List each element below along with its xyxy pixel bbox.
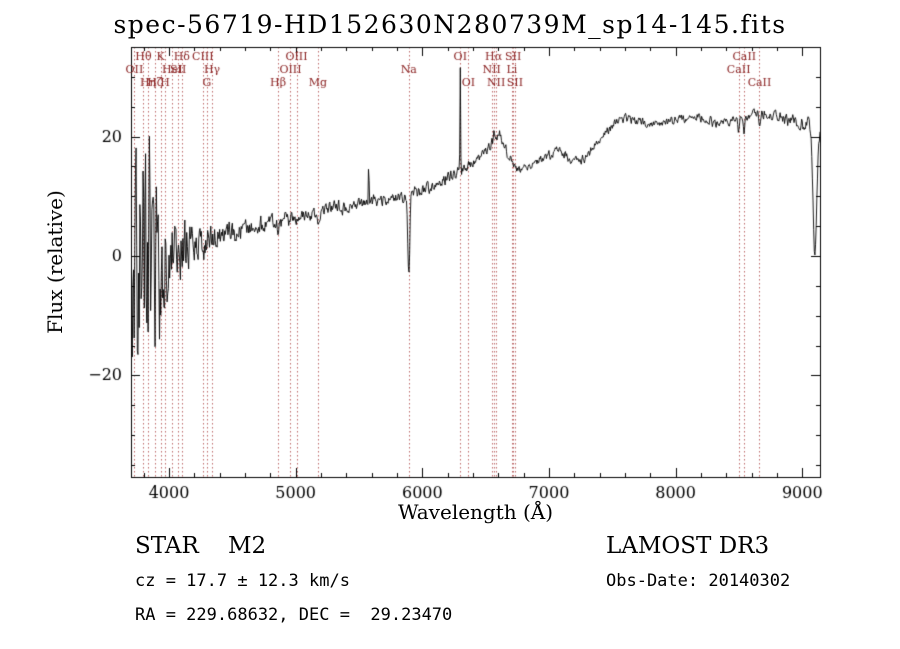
y-axis-label: Flux (relative): [43, 190, 67, 334]
x-axis-label: Wavelength (Å): [397, 500, 554, 524]
plot-title: spec-56719-HD152630N280739M_sp14-145.fit…: [113, 10, 787, 39]
obs-date-text: Obs-Date: 20140302: [606, 571, 791, 591]
coordinates-text: RA = 229.68632, DEC = 29.23470: [135, 605, 453, 625]
classification-text: STAR M2: [135, 533, 267, 559]
radial-velocity-text: cz = 17.7 ± 12.3 km/s: [135, 571, 350, 591]
survey-release-text: LAMOST DR3: [606, 533, 770, 559]
